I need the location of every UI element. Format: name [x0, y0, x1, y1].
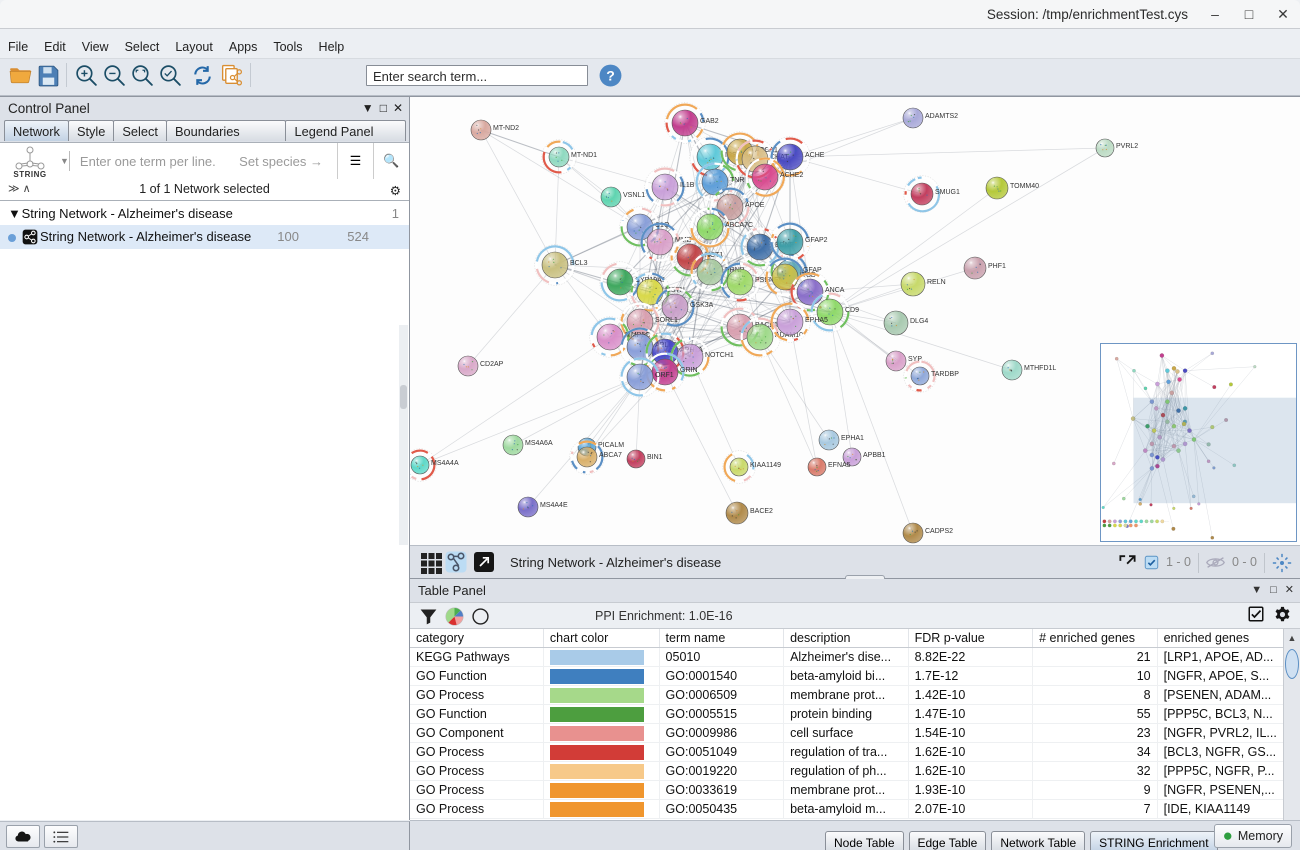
svg-text:TNR: TNR	[730, 177, 744, 184]
svg-text:NOTCH1: NOTCH1	[705, 352, 734, 359]
svg-text:EPHA5: EPHA5	[805, 317, 828, 324]
svg-text:BCL3: BCL3	[570, 260, 588, 267]
svg-text:MS4A6A: MS4A6A	[525, 440, 553, 447]
svg-text:RELN: RELN	[927, 279, 946, 286]
svg-text:ABCA7: ABCA7	[599, 452, 622, 459]
svg-text:MS4A4E: MS4A4E	[540, 502, 568, 509]
svg-text:MT-ND2: MT-ND2	[493, 125, 519, 132]
svg-text:DLG4: DLG4	[910, 318, 928, 325]
svg-text:SYP: SYP	[908, 356, 922, 363]
svg-text:ADAMTS2: ADAMTS2	[925, 113, 958, 120]
svg-text:EFNA5: EFNA5	[828, 462, 851, 469]
svg-text:PVRL2: PVRL2	[1116, 143, 1138, 150]
svg-text:SMUG1: SMUG1	[935, 189, 960, 196]
svg-text:TOMM40: TOMM40	[1010, 183, 1039, 190]
svg-text:PICALM: PICALM	[598, 442, 624, 449]
svg-text:ABCA7C: ABCA7C	[725, 222, 753, 229]
svg-text:GSK3A: GSK3A	[690, 302, 714, 309]
svg-text:MTHFD1L: MTHFD1L	[1024, 365, 1056, 372]
svg-text:SORL1: SORL1	[655, 317, 678, 324]
svg-text:CADPS2: CADPS2	[925, 528, 953, 535]
svg-text:VSNL1: VSNL1	[623, 192, 645, 199]
svg-text:BIN1: BIN1	[647, 454, 663, 461]
svg-text:GFAP2: GFAP2	[805, 237, 828, 244]
svg-text:CD2AP: CD2AP	[480, 361, 504, 368]
svg-text:?: ?	[606, 67, 615, 83]
svg-text:ACHE2: ACHE2	[780, 172, 803, 179]
svg-text:ACHE: ACHE	[805, 152, 825, 159]
svg-text:CD9: CD9	[845, 307, 859, 314]
svg-text:GAB2: GAB2	[700, 118, 719, 125]
svg-text:ORF1: ORF1	[655, 372, 674, 379]
svg-text:EPHA1: EPHA1	[841, 435, 864, 442]
svg-text:KIAA1149: KIAA1149	[750, 462, 781, 469]
svg-text:MT-ND1: MT-ND1	[571, 152, 597, 159]
svg-text:PHF1: PHF1	[988, 263, 1006, 270]
svg-text:IL1B: IL1B	[680, 182, 695, 189]
svg-text:BACE2: BACE2	[750, 508, 773, 515]
svg-text:APBB1: APBB1	[863, 452, 886, 459]
svg-text:APOE: APOE	[745, 202, 765, 209]
svg-text:MS4A4A: MS4A4A	[431, 460, 459, 467]
svg-text:TARDBP: TARDBP	[931, 371, 959, 378]
svg-text:GRIN: GRIN	[680, 367, 698, 374]
